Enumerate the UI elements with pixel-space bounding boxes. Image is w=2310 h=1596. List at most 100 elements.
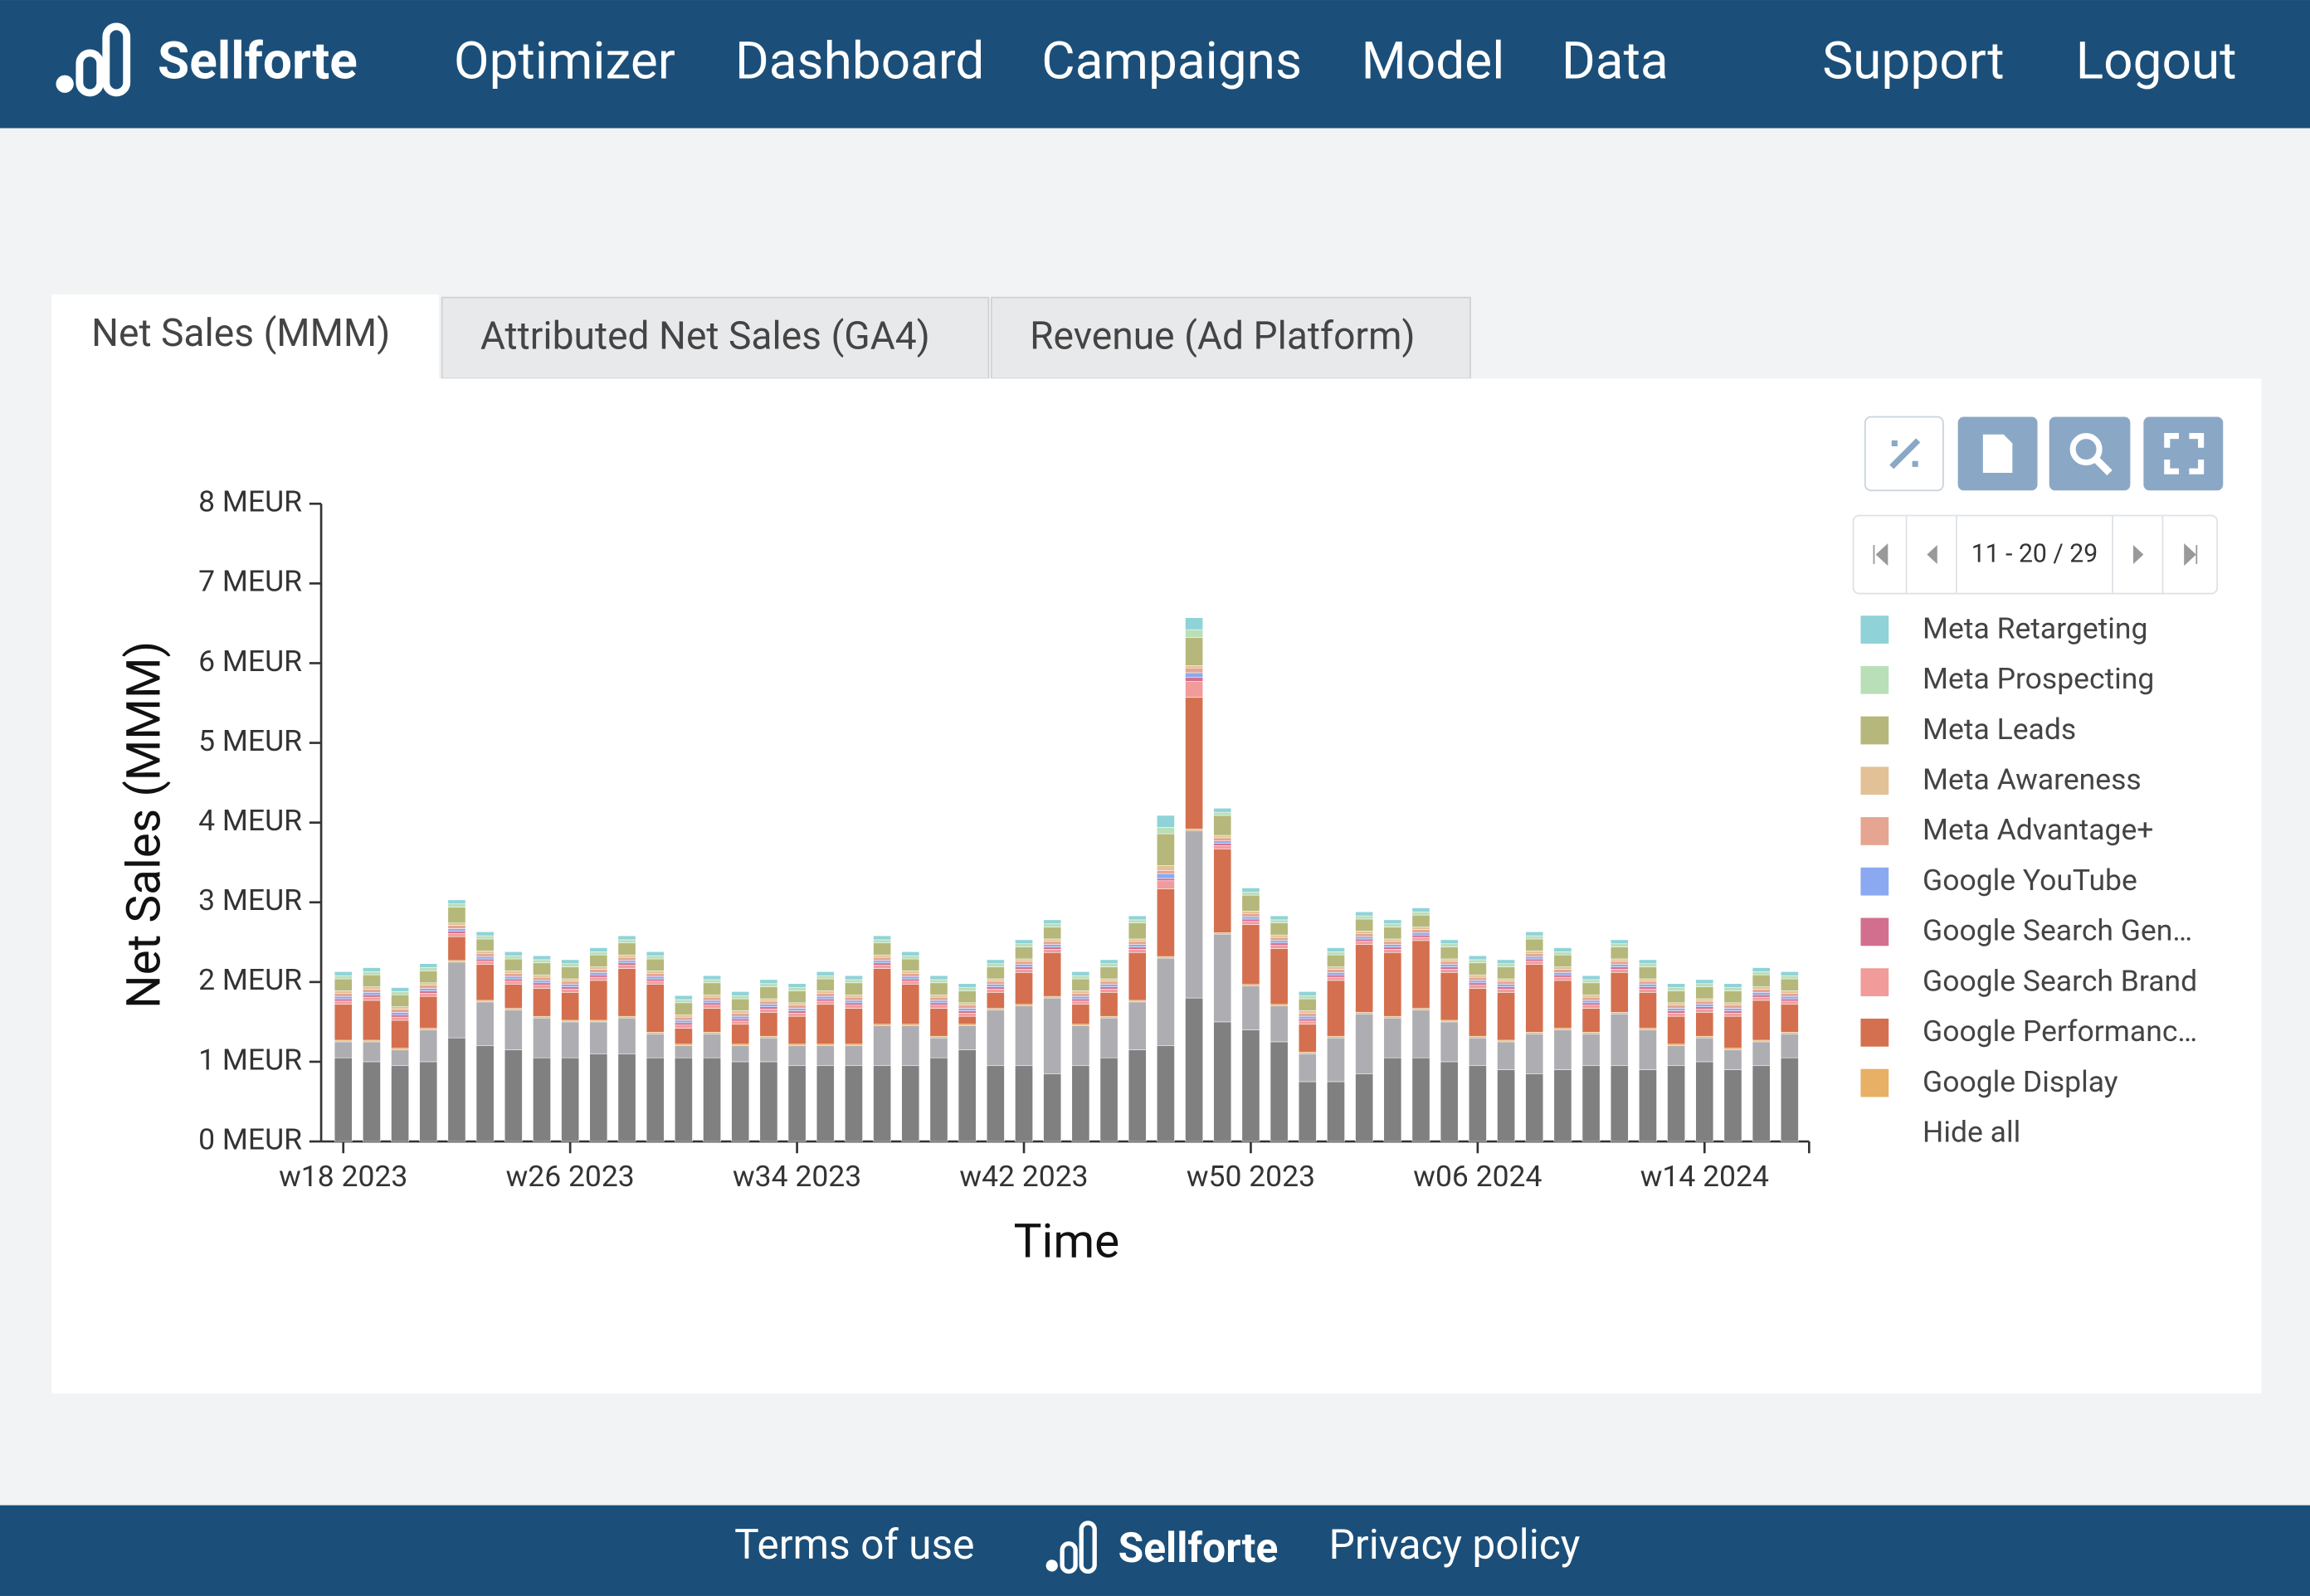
bar-segment	[1695, 986, 1714, 1000]
nav-item[interactable]: Data	[1562, 32, 1669, 92]
bar-segment	[1185, 617, 1203, 630]
bar-segment	[1185, 677, 1203, 682]
next-page[interactable]	[2132, 544, 2144, 565]
bar-segment	[1497, 1069, 1515, 1142]
brand[interactable]: Sellforte	[158, 32, 358, 92]
bar-segment	[504, 955, 523, 960]
fullscreen-button[interactable]	[2143, 416, 2224, 491]
bar-segment	[1298, 1052, 1317, 1054]
bar-segment	[1043, 949, 1062, 953]
bar-segment	[475, 1001, 495, 1046]
bar-segment	[1553, 1069, 1572, 1142]
bar-segment	[617, 968, 636, 1017]
bar-segment	[419, 993, 438, 997]
bar-segment	[617, 954, 636, 958]
bar-segment	[1411, 1008, 1430, 1010]
bar-segment	[1667, 1008, 1685, 1011]
bar-segment	[759, 983, 778, 987]
prev-page[interactable]	[1927, 544, 1937, 565]
legend-swatch	[1860, 1018, 1889, 1047]
bar-segment	[1043, 923, 1062, 927]
nav-item[interactable]: Dashboard	[735, 32, 984, 92]
zoom-button[interactable]	[2049, 416, 2131, 491]
bar-segment	[1723, 1008, 1742, 1011]
bar-segment	[787, 990, 807, 1004]
bar-segment	[1298, 998, 1317, 1011]
bar-segment	[1752, 1000, 1771, 1041]
bar-segment	[1639, 978, 1657, 982]
bar-segment	[1639, 980, 1657, 985]
bar-segment	[1553, 954, 1572, 967]
bar-segment	[363, 1039, 381, 1043]
bar-segment	[873, 935, 891, 941]
nav-item[interactable]: Logout	[2076, 32, 2237, 92]
bar-segment	[1695, 1035, 1714, 1039]
bar-segment	[419, 971, 438, 984]
bar-segment	[986, 992, 1005, 1009]
bar-segment	[1553, 1028, 1572, 1030]
nav-item[interactable]: Campaigns	[1041, 32, 1302, 92]
y-tick-label: 1 MEUR	[198, 1042, 302, 1077]
bar-segment	[1270, 948, 1289, 1005]
toolbar	[1864, 416, 2224, 492]
bar-segment	[589, 980, 608, 1021]
bar-segment	[1099, 978, 1118, 982]
bar-segment	[845, 1044, 863, 1046]
bar-segment	[589, 1019, 608, 1023]
bar-segment	[1128, 952, 1147, 1001]
y-tick-label: 3 MEUR	[198, 883, 302, 917]
bar-segment	[1099, 980, 1118, 985]
bar-segment	[731, 1010, 750, 1014]
bar-segment	[1298, 995, 1317, 1000]
bar-segment	[1241, 911, 1260, 914]
hide-all[interactable]: Hide all	[1923, 1115, 2020, 1150]
bar-segment	[1270, 919, 1289, 924]
bar-segment	[1270, 937, 1289, 942]
privacy-link[interactable]: Privacy policy	[1329, 1521, 1581, 1569]
last-page[interactable]	[2184, 543, 2198, 567]
bar-segment	[1610, 1065, 1629, 1142]
nav-item[interactable]: Support	[1822, 32, 2004, 92]
bar-segment	[1241, 888, 1260, 893]
bar-segment	[504, 976, 523, 980]
bar-segment	[1610, 972, 1629, 1013]
bar-segment	[1128, 938, 1147, 942]
navbar	[0, 0, 2310, 129]
first-page[interactable]	[1873, 543, 1888, 567]
bar-segment	[1327, 1035, 1345, 1039]
bar-segment	[1639, 984, 1657, 987]
bar-segment	[1667, 1045, 1685, 1067]
bar-segment	[475, 952, 495, 957]
bar-segment	[419, 1028, 438, 1030]
bar-segment	[1383, 927, 1402, 940]
bar-segment	[1780, 1032, 1799, 1034]
bar-segment	[1497, 986, 1515, 990]
bar-segment	[1043, 941, 1062, 945]
bar-segment	[1298, 991, 1317, 996]
bar-segment	[1213, 837, 1232, 842]
bar-segment	[589, 976, 608, 981]
bar-segment	[419, 995, 438, 1029]
terms-link[interactable]: Terms of use	[734, 1521, 974, 1569]
bar-segment	[1440, 939, 1459, 944]
bar-segment	[1411, 934, 1430, 938]
bar-segment	[1015, 958, 1033, 962]
y-tick-label: 8 MEUR	[198, 484, 302, 519]
bar-segment	[1695, 1006, 1714, 1010]
bar-segment	[787, 1044, 807, 1046]
nav-item[interactable]: Optimizer	[454, 32, 675, 92]
bar-segment	[1128, 946, 1147, 950]
bar-segment	[1185, 672, 1203, 679]
bar-segment	[759, 1006, 778, 1010]
bar-segment	[1241, 912, 1260, 917]
bar-segment	[1071, 998, 1090, 1002]
bar-segment	[1411, 1057, 1430, 1142]
tab-active[interactable]	[51, 294, 440, 383]
bar-segment	[1667, 1044, 1685, 1046]
legend-label: Meta Awareness	[1923, 762, 2142, 796]
bar-segment	[1383, 949, 1402, 953]
bar-segment	[1639, 986, 1657, 990]
nav-item[interactable]: Model	[1362, 32, 1505, 92]
bar-segment	[901, 971, 920, 974]
bar-segment	[731, 1018, 750, 1022]
